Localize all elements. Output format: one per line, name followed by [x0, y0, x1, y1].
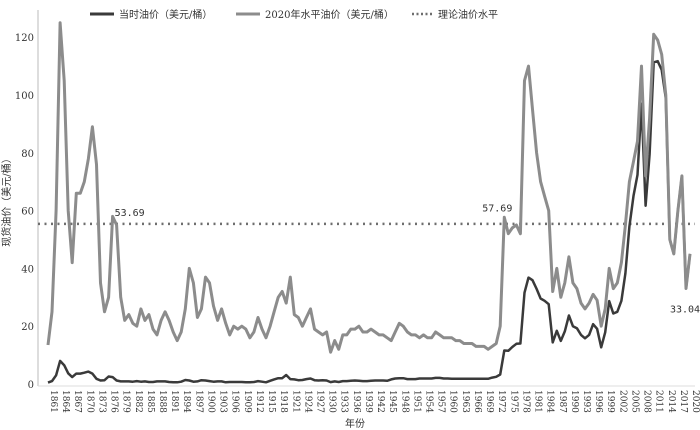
x-tick-label: 1900	[205, 390, 215, 413]
x-tick-label: 1975	[508, 390, 518, 413]
x-tick-label: 1912	[254, 390, 264, 413]
x-tick-label: 1921	[290, 390, 300, 413]
data-label: 57.69	[482, 203, 512, 214]
y-tick-label: 80	[21, 149, 34, 160]
x-tick-label: 1972	[496, 390, 506, 413]
y-tick-label: 20	[21, 322, 34, 333]
x-tick-label: 1888	[157, 390, 167, 413]
x-tick-label: 2017	[678, 390, 688, 413]
x-tick-label: 1987	[557, 390, 567, 413]
x-tick-label: 1981	[533, 390, 543, 413]
x-tick-label: 1978	[520, 390, 530, 413]
x-tick-label: 1876	[109, 390, 119, 413]
y-tick-label: 0	[28, 380, 34, 391]
x-tick-label: 1894	[181, 390, 191, 413]
x-tick-label: 1993	[581, 390, 591, 413]
x-tick-label: 1873	[96, 390, 106, 413]
x-tick-label: 1945	[387, 390, 397, 413]
x-tick-label: 1933	[339, 390, 349, 413]
x-tick-label: 1969	[484, 390, 494, 413]
x-tick-label: 1870	[84, 390, 94, 413]
x-axis-title: 年份	[345, 417, 365, 430]
y-tick-label: 60	[21, 207, 34, 218]
x-tick-label: 1882	[133, 390, 143, 413]
x-tick-label: 1996	[593, 390, 603, 413]
x-tick-label: 1951	[411, 390, 421, 413]
x-tick-label: 2008	[642, 390, 652, 413]
data-label: 53.69	[115, 208, 145, 219]
x-tick-label: 1867	[72, 390, 82, 413]
x-tick-label: 1915	[266, 390, 276, 413]
x-tick-label: 1924	[302, 390, 312, 413]
x-tick-label: 2020	[690, 390, 700, 413]
x-tick-label: 1864	[60, 390, 70, 413]
x-tick-label: 1942	[375, 390, 385, 413]
x-tick-label: 1927	[314, 390, 324, 413]
y-tick-label: 40	[21, 264, 34, 275]
x-tick-label: 1879	[121, 390, 131, 413]
data-label: 33.04	[670, 305, 700, 316]
x-tick-label: 1909	[242, 390, 252, 413]
x-tick-label: 2014	[666, 390, 676, 413]
x-tick-label: 1906	[230, 390, 240, 413]
x-tick-label: 1930	[327, 390, 337, 413]
legend-label-theoretical: 理论油价水平	[438, 8, 498, 21]
x-tick-label: 1954	[424, 390, 434, 413]
x-tick-label: 2005	[629, 390, 639, 413]
legend-label-2020: 2020年水平油价（美元/桶）	[265, 8, 394, 21]
x-tick-label: 1990	[569, 390, 579, 413]
series-current-price-line	[47, 59, 692, 384]
x-tick-label: 1984	[545, 390, 555, 413]
x-tick-label: 1963	[460, 390, 470, 413]
y-tick-label: 120	[15, 33, 34, 44]
y-axis-title: 现货油价（美元/桶）	[0, 153, 13, 246]
x-tick-label: 1999	[605, 390, 615, 413]
x-tick-label: 1939	[363, 390, 373, 413]
x-tick-label: 1897	[193, 390, 203, 413]
x-tick-label: 1903	[218, 390, 228, 413]
y-tick-label: 100	[15, 91, 34, 102]
legend-label-current: 当时油价（美元/桶）	[119, 8, 212, 21]
x-tick-label: 1960	[448, 390, 458, 413]
x-tick-label: 1948	[399, 390, 409, 413]
x-tick-label: 2002	[617, 390, 627, 413]
x-tick-label: 1966	[472, 390, 482, 413]
x-tick-label: 1936	[351, 390, 361, 413]
x-tick-label: 1861	[48, 390, 58, 413]
x-tick-label: 1885	[145, 390, 155, 413]
x-tick-label: 1957	[436, 390, 446, 413]
legend: 当时油价（美元/桶） 2020年水平油价（美元/桶） 理论油价水平	[90, 8, 498, 21]
x-tick-label: 1918	[278, 390, 288, 413]
x-tick-label: 2011	[654, 390, 664, 413]
series-2020-price-line	[46, 21, 692, 354]
x-tick-label: 1891	[169, 390, 179, 413]
